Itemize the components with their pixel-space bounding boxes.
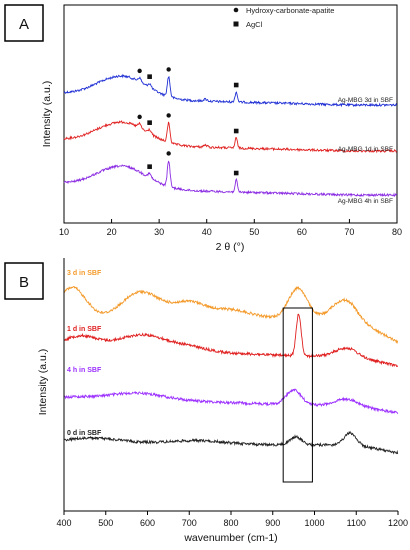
panel-b-x-tick-label: 1100 bbox=[347, 518, 366, 528]
panel-b-x-axis-label: wavenumber (cm-1) bbox=[183, 532, 277, 544]
panel-b-series-label: 0 d in SBF bbox=[67, 430, 102, 437]
panel-a-x-axis-label: 2 θ (°) bbox=[216, 241, 245, 253]
panel-a-x-tick-label: 50 bbox=[249, 227, 259, 237]
hca-peak-marker bbox=[137, 68, 142, 74]
panel-b-series-label: 3 d in SBF bbox=[67, 270, 102, 277]
panel-b-x-tick-label: 900 bbox=[265, 518, 280, 528]
panel-b-letter: B bbox=[19, 274, 29, 291]
panel-b: B 400 500 600 700 800 900 1000 1100 1200 3 d in … bbox=[4, 258, 408, 544]
panel-a-curve-labels: Ag-MBG 3d in SBF Ag-MBG 1d in SBF Ag-MBG 4… bbox=[338, 97, 393, 205]
panel-b-curves bbox=[63, 285, 399, 455]
panel-b-x-tick-label: 400 bbox=[56, 518, 71, 528]
agcl-peak-marker bbox=[233, 170, 239, 176]
hca-peak-marker bbox=[166, 67, 171, 72]
legend-label-hca: Hydroxy-carbonate-apatite bbox=[246, 6, 334, 15]
panel-b-series-line bbox=[63, 430, 399, 455]
panel-a-series-label: Ag-MBG 1d in SBF bbox=[338, 146, 393, 153]
panel-a-curves bbox=[63, 73, 398, 198]
hca-peak-marker bbox=[166, 113, 171, 118]
panel-a-plot-area bbox=[63, 4, 398, 224]
panel-a: A 10 20 30 40 50 60 70 80 Ag-MBG 3d in SBFAg-MB… bbox=[4, 4, 402, 253]
agcl-peak-marker bbox=[233, 128, 239, 134]
panel-b-x-tick-label: 500 bbox=[98, 518, 113, 528]
agcl-peak-marker bbox=[147, 74, 152, 79]
panel-a-x-tick-label: 10 bbox=[59, 227, 69, 237]
hca-peak-marker bbox=[166, 151, 171, 156]
panel-b-y-axis-label: Intensity (a.u.) bbox=[37, 349, 49, 416]
panel-a-letter-box bbox=[4, 4, 44, 42]
panel-a-x-tick-label: 70 bbox=[344, 227, 354, 237]
panel-a-x-tick-label: 40 bbox=[202, 227, 212, 237]
panel-a-series-line bbox=[63, 73, 398, 108]
legend-square-marker bbox=[233, 21, 239, 27]
panel-a-peak-markers bbox=[137, 67, 239, 176]
panel-b-letter-box bbox=[4, 262, 44, 300]
panel-a-series-line bbox=[63, 160, 398, 198]
panel-b-x-tick-label: 1000 bbox=[304, 518, 324, 528]
hca-peak-marker bbox=[137, 114, 142, 120]
panel-a-x-tick-label: 30 bbox=[154, 227, 164, 237]
legend-label-agcl: AgCl bbox=[246, 20, 263, 29]
panel-b-x-tick-label: 800 bbox=[223, 518, 238, 528]
legend-circle-marker bbox=[233, 7, 239, 13]
panel-b-curve-labels: 3 d in SBF 1 d in SBF 4 h in SBF 0 d in SBF bbox=[67, 270, 102, 437]
panel-a-letter: A bbox=[19, 16, 29, 33]
panel-a-x-tick-label: 20 bbox=[107, 227, 117, 237]
panel-b-series-label: 4 h in SBF bbox=[67, 367, 102, 374]
panel-a-series-label: Ag-MBG 4h in SBF bbox=[338, 198, 393, 205]
panel-a-x-ticks: 10 20 30 40 50 60 70 80 bbox=[59, 219, 402, 237]
panel-a-x-tick-label: 60 bbox=[297, 227, 307, 237]
panel-a-y-axis-label: Intensity (a.u.) bbox=[41, 81, 53, 148]
panel-a-legend: Hydroxy-carbonate-apatite AgCl bbox=[233, 6, 334, 29]
panel-b-series-line bbox=[63, 285, 399, 344]
panel-b-series-label: 1 d in SBF bbox=[67, 326, 102, 333]
panel-a-series-label: Ag-MBG 3d in SBF bbox=[338, 97, 393, 104]
panel-a-x-tick-label: 80 bbox=[392, 227, 402, 237]
panel-b-series-line bbox=[63, 313, 399, 368]
agcl-peak-marker bbox=[147, 164, 152, 169]
panel-b-series-line bbox=[63, 388, 399, 414]
panel-a-series-line bbox=[63, 120, 398, 154]
panel-b-x-tick-label: 700 bbox=[182, 518, 197, 528]
panel-b-x-tick-label: 1200 bbox=[388, 518, 408, 528]
panel-b-x-ticks: 400 500 600 700 800 900 1000 1100 1200 bbox=[56, 511, 408, 528]
agcl-peak-marker bbox=[233, 82, 239, 88]
panel-b-x-tick-label: 600 bbox=[140, 518, 155, 528]
agcl-peak-marker bbox=[147, 120, 152, 125]
panel-b-highlight-box bbox=[282, 307, 313, 483]
